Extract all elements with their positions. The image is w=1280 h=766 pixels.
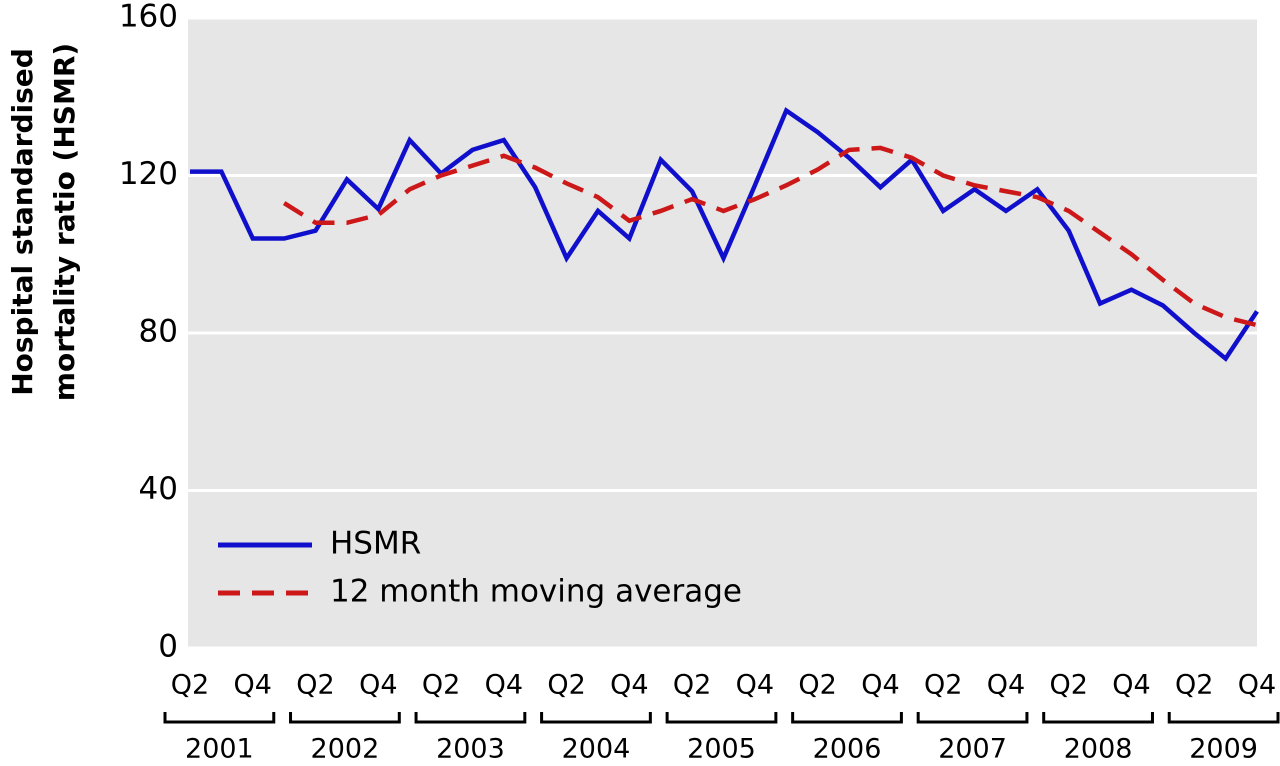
x-tick-label: Q2 [422,670,460,701]
x-tick-label: Q4 [234,670,272,701]
x-tick-label: Q2 [296,670,334,701]
year-label: 2008 [1064,734,1133,765]
x-tick-label: Q4 [861,670,899,701]
x-tick-label: Q2 [673,670,711,701]
year-label: 2007 [938,734,1007,765]
x-tick-label: Q2 [1049,670,1087,701]
y-tick-label: 120 [119,156,178,192]
x-tick-label: Q2 [924,670,962,701]
y-axis-label: mortality ratio (HSMR) [48,43,81,401]
y-tick-label: 0 [158,629,178,665]
x-tick-label: Q2 [171,670,209,701]
year-bracket [791,712,903,724]
y-axis-label: Hospital standardised [6,48,39,396]
legend-label: HSMR [330,526,421,562]
year-label: 2003 [436,734,505,765]
x-tick-label: Q4 [485,670,523,701]
y-tick-label: 80 [139,314,178,350]
year-bracket [540,712,652,724]
year-label: 2001 [185,734,254,765]
series-line [282,145,1258,328]
x-tick-label: Q2 [1175,670,1213,701]
y-tick-label: 160 [119,0,178,35]
year-bracket [1167,712,1280,724]
year-label: 2002 [311,734,380,765]
x-tick-label: Q4 [736,670,774,701]
x-tick-label: Q2 [798,670,836,701]
year-label: 2006 [813,734,882,765]
y-tick-label: 40 [139,471,178,507]
year-bracket [414,712,527,724]
year-bracket [916,712,1029,724]
x-tick-label: Q2 [547,670,585,701]
x-tick-label: Q4 [610,670,648,701]
year-bracket [665,712,778,724]
legend-label: 12 month moving average [330,574,742,610]
year-bracket [289,712,401,724]
year-label: 2009 [1189,734,1258,765]
year-label: 2005 [687,734,756,765]
year-label: 2004 [562,734,631,765]
x-tick-label: Q4 [1238,670,1276,701]
series-line [190,107,1259,362]
x-tick-label: Q4 [987,670,1025,701]
year-bracket [163,712,276,724]
year-bracket [1042,712,1154,724]
x-tick-label: Q4 [1112,670,1150,701]
x-tick-label: Q4 [359,670,397,701]
